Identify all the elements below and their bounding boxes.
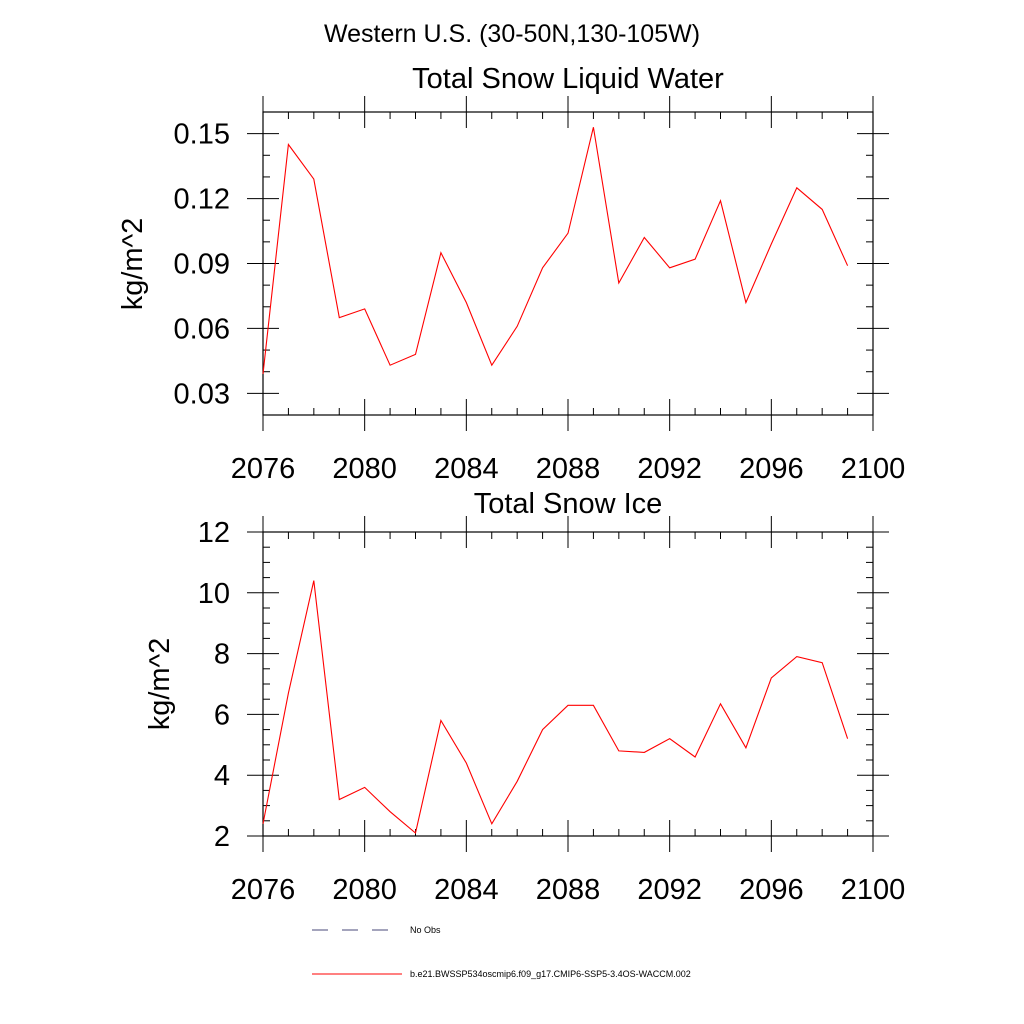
panel-title: Total Snow Liquid Water — [412, 63, 724, 95]
x-tick-label: 2096 — [739, 453, 804, 485]
x-tick-label: 2080 — [332, 453, 397, 485]
figure-suptitle: Western U.S. (30-50N,130-105W) — [324, 20, 700, 48]
plot-frame — [262, 111, 874, 416]
y-tick-label: 0.03 — [174, 378, 230, 410]
y-tick-label: 6 — [214, 699, 230, 731]
y-tick-label: 10 — [198, 578, 230, 610]
series-line — [262, 580, 849, 835]
panel-snow-ice: Total Snow Ice kg/m^2 2076 2080 2084 2088 20… — [144, 488, 905, 906]
x-tick-label: 2100 — [841, 453, 906, 485]
x-tick-label: 2092 — [637, 453, 702, 485]
series-group — [262, 580, 849, 835]
x-ticks: 2076 2080 2084 2088 2092 2096 2100 — [231, 516, 906, 906]
y-tick-label: 4 — [214, 760, 230, 792]
legend-label-model: b.e21.BWSSP534oscmip6.f09_g17.CMIP6-SSP5… — [410, 969, 691, 979]
x-tick-label: 2076 — [231, 453, 296, 485]
plot-frame — [262, 531, 874, 837]
y-tick-label: 12 — [198, 517, 230, 549]
y-ticks: 0.03 0.06 0.09 0.12 0.15 — [174, 111, 889, 416]
x-tick-label: 2092 — [637, 874, 702, 906]
x-tick-label: 2100 — [841, 874, 906, 906]
x-tick-label: 2096 — [739, 874, 804, 906]
x-tick-label: 2080 — [332, 874, 397, 906]
x-tick-label: 2084 — [434, 453, 499, 485]
y-tick-label: 0.12 — [174, 184, 230, 216]
x-tick-label: 2076 — [231, 874, 296, 906]
x-tick-label: 2088 — [536, 453, 601, 485]
x-tick-label: 2084 — [434, 874, 499, 906]
y-axis-label: kg/m^2 — [144, 638, 176, 731]
panel-title: Total Snow Ice — [474, 488, 663, 520]
series-line — [262, 127, 849, 374]
x-ticks: 2076 2080 2084 2088 2092 2096 2100 — [231, 96, 906, 485]
y-tick-label: 0.15 — [174, 119, 230, 151]
y-ticks: 2 4 6 8 10 12 — [198, 517, 889, 853]
y-axis-label: kg/m^2 — [117, 218, 149, 311]
y-tick-label: 2 — [214, 821, 230, 853]
y-tick-label: 8 — [214, 639, 230, 671]
legend-label-no-obs: No Obs — [410, 925, 441, 935]
y-tick-label: 0.06 — [174, 313, 230, 345]
series-group — [262, 127, 849, 374]
y-tick-label: 0.09 — [174, 249, 230, 281]
x-tick-label: 2088 — [536, 874, 601, 906]
legend: No Obs b.e21.BWSSP534oscmip6.f09_g17.CMI… — [312, 925, 691, 979]
panel-snow-liquid-water: Total Snow Liquid Water kg/m^2 2076 2080 2… — [117, 63, 905, 485]
